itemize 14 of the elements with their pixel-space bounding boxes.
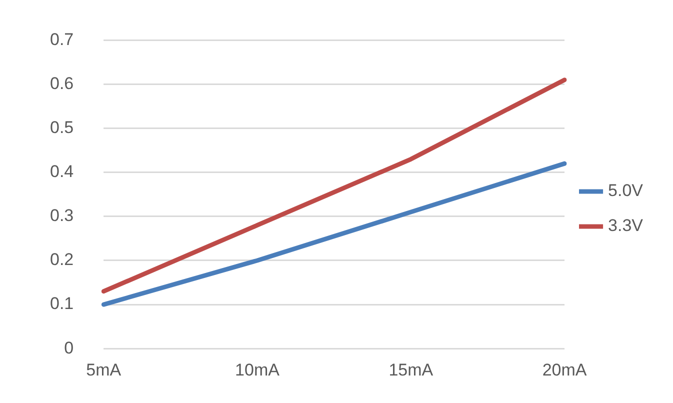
y-tick-label: 0.1: [50, 294, 74, 314]
x-tick-label: 5mA: [86, 360, 122, 380]
legend-label: 5.0V: [608, 181, 644, 200]
x-tick-label: 15mA: [388, 360, 434, 380]
y-tick-label: 0.6: [50, 74, 74, 93]
y-tick-label: 0.3: [50, 206, 74, 226]
y-tick-label: 0: [64, 338, 74, 358]
y-tick-label: 0.7: [50, 30, 74, 49]
x-tick-label: 20mA: [542, 360, 588, 380]
y-tick-label: 0.4: [50, 162, 74, 182]
y-tick-label: 0.2: [50, 250, 74, 270]
legend-label: 3.3V: [608, 216, 644, 236]
y-tick-label: 0.5: [50, 118, 74, 137]
x-tick-label: 10mA: [235, 360, 280, 380]
